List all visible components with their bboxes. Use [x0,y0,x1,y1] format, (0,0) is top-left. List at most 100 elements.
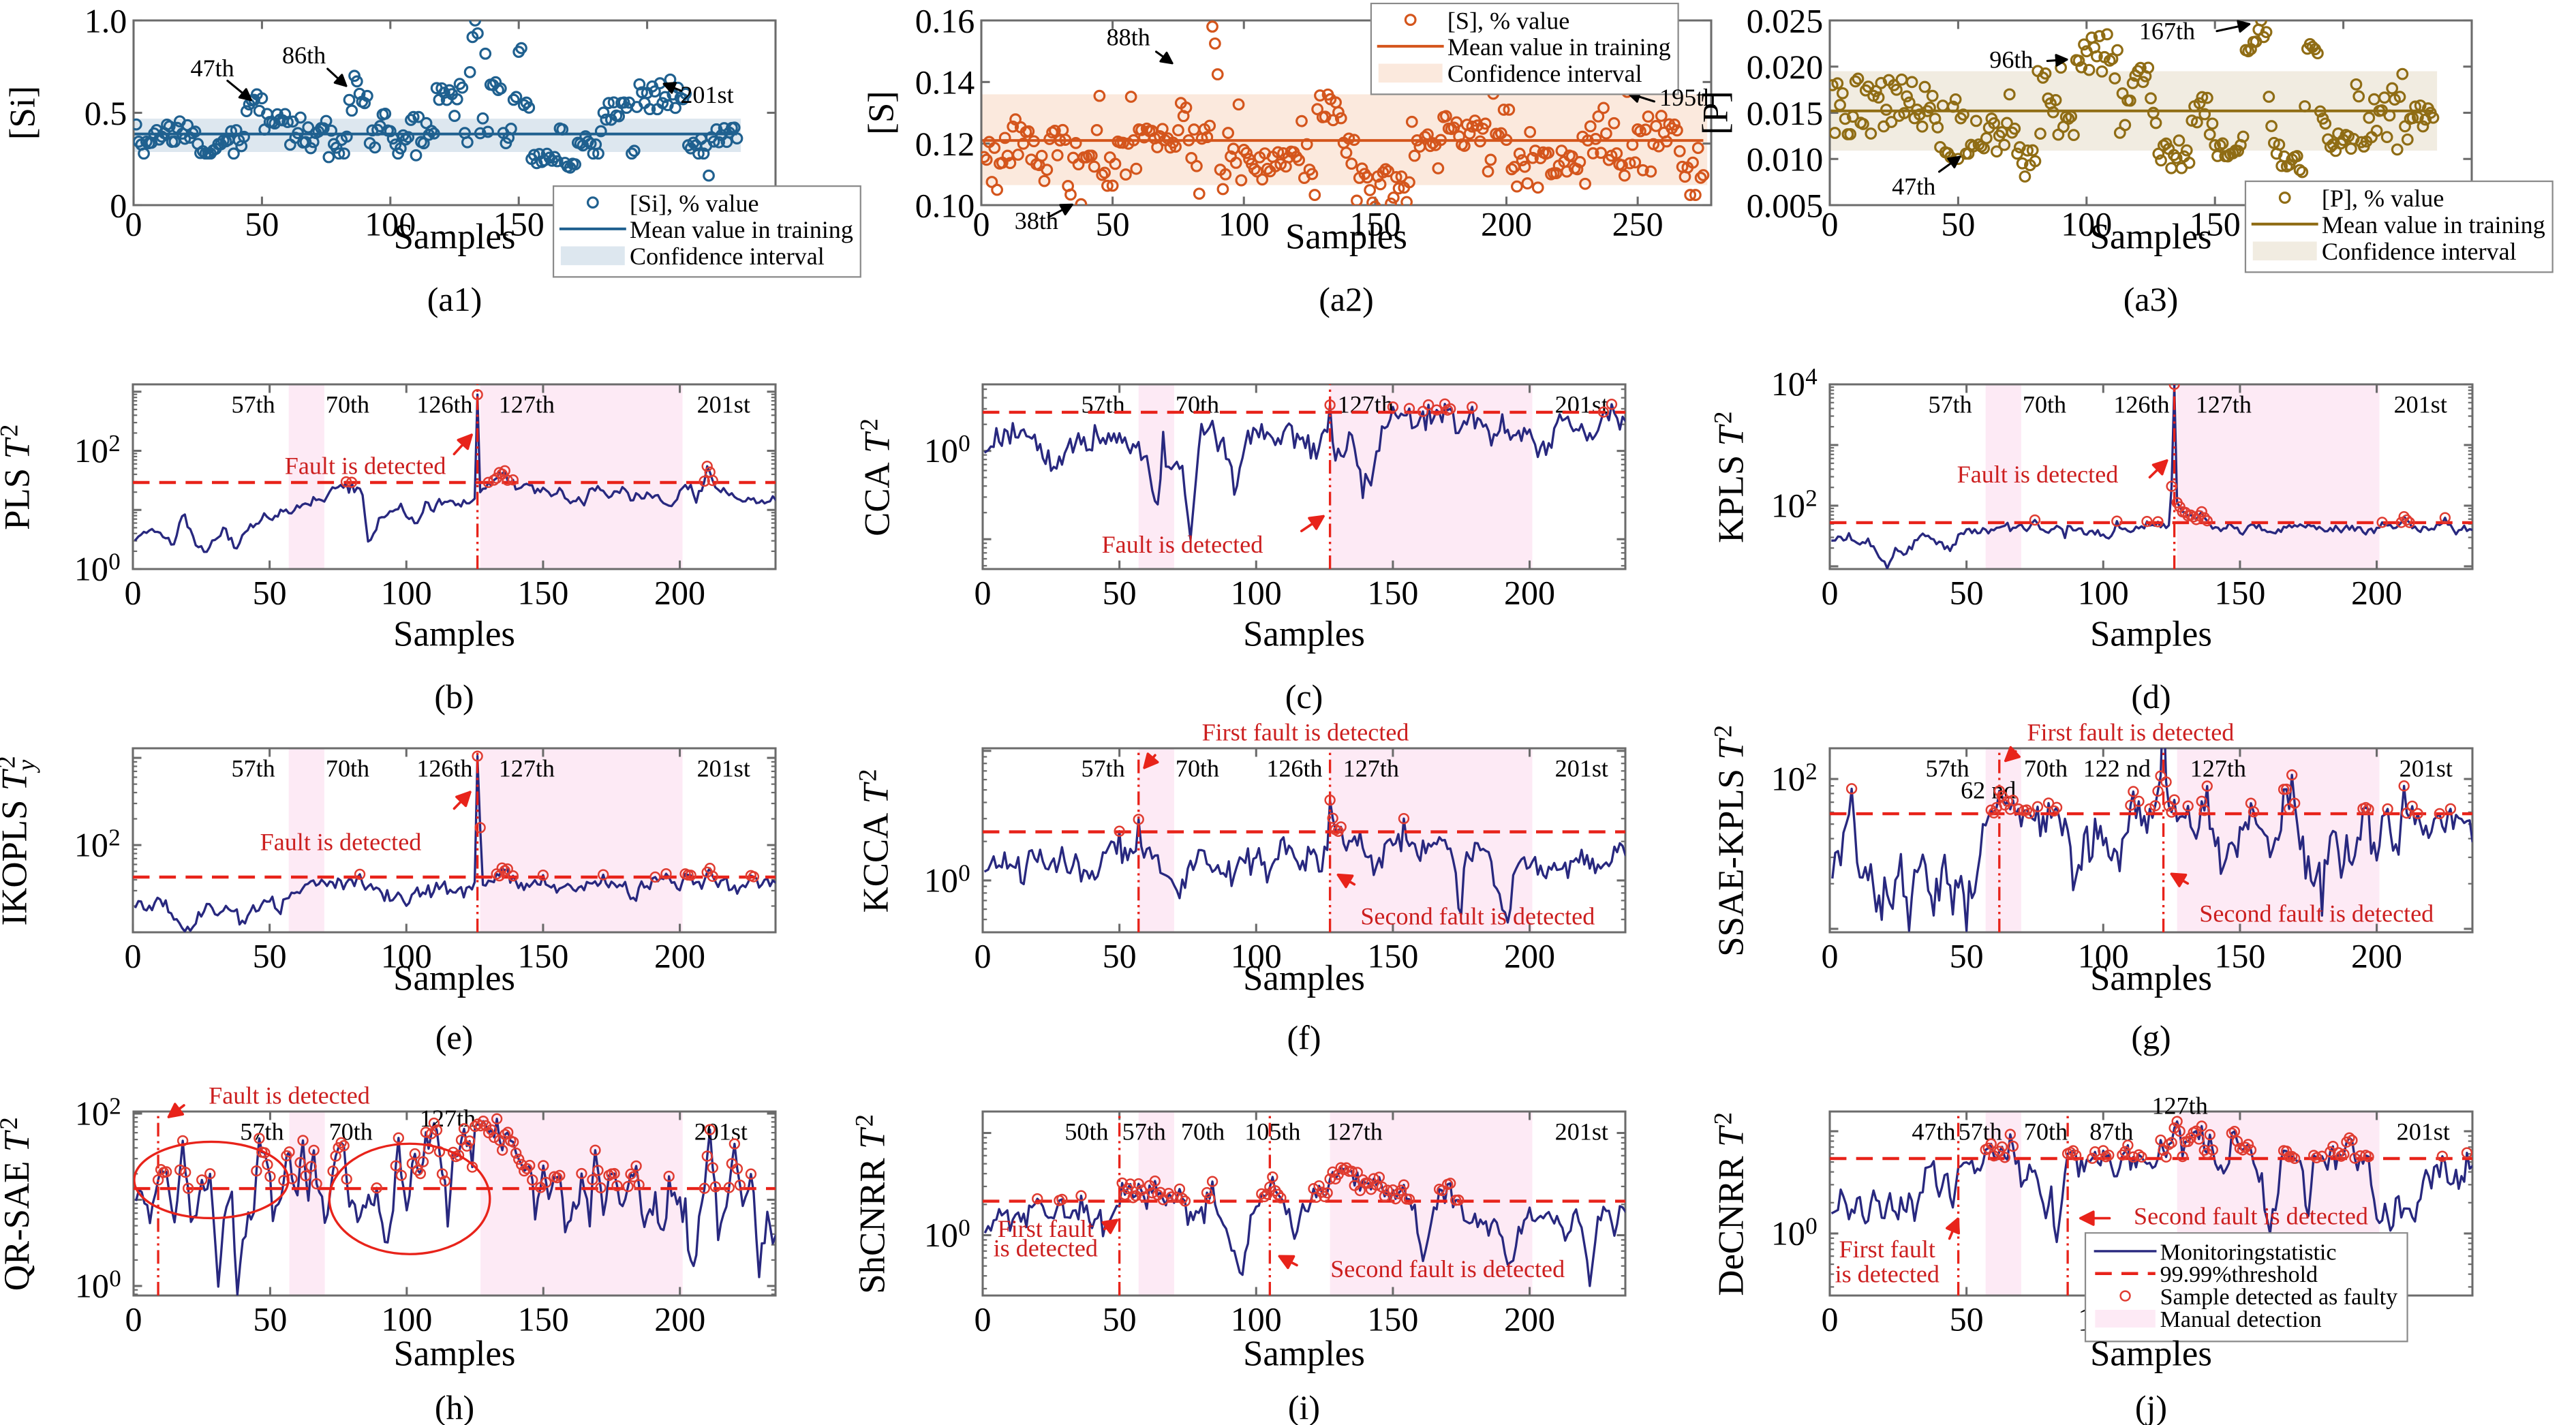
svg-text:195th: 195th [1659,84,1715,111]
svg-text:150: 150 [1367,1300,1418,1338]
svg-text:First fault: First fault [1839,1236,1935,1263]
svg-text:(d): (d) [2131,677,2171,716]
svg-text:200: 200 [654,1300,705,1338]
svg-text:1 0 4: 1 0 4 [1771,363,1818,403]
svg-text:200: 200 [654,573,705,611]
svg-text:150: 150 [2190,204,2241,243]
svg-text:1 0 2: 1 0 2 [1771,485,1818,524]
svg-text:47th: 47th [191,55,234,82]
svg-text:150: 150 [2214,936,2265,975]
svg-text:150: 150 [493,204,545,243]
svg-text:50: 50 [253,936,287,975]
svg-text:70th: 70th [1176,755,1219,782]
svg-text:126th: 126th [1266,755,1322,782]
svg-text:0.12: 0.12 [915,125,975,163]
svg-text:0.020: 0.020 [1747,48,1824,86]
svg-text:100: 100 [1231,573,1282,611]
svg-text:(h): (h) [435,1388,474,1425]
svg-text:127th: 127th [1327,1118,1383,1146]
svg-text:50: 50 [1950,1300,1984,1338]
svg-text:Sample detected as faulty: Sample detected as faulty [2160,1285,2398,1310]
svg-text:201st: 201st [694,1118,748,1146]
svg-text:167th: 167th [2139,18,2195,45]
svg-text:100: 100 [1218,204,1270,243]
svg-text:0: 0 [110,186,127,224]
svg-text:100: 100 [381,936,432,975]
svg-text:99.99%threshold: 99.99%threshold [2160,1262,2318,1287]
svg-text:50: 50 [1103,936,1137,975]
svg-text:Mean value in training: Mean value in training [630,216,853,243]
svg-text:(e): (e) [435,1018,474,1056]
svg-text:50: 50 [245,204,279,243]
svg-text:Fault is detected: Fault is detected [209,1082,370,1109]
svg-text:100: 100 [2078,573,2129,611]
svg-text:127th: 127th [1343,755,1399,782]
svg-text:57th: 57th [1925,755,1969,782]
svg-text:100: 100 [2061,204,2112,243]
svg-text:Samples: Samples [2090,959,2212,998]
svg-text:1 0 0: 1 0 0 [75,1265,121,1304]
svg-text:96th: 96th [1989,46,2033,74]
svg-text:200: 200 [2351,936,2402,975]
svg-text:127th: 127th [499,755,555,782]
svg-text:126th: 126th [416,755,472,782]
svg-text:[Si]: [Si] [3,86,43,140]
svg-text:0: 0 [125,1300,142,1338]
svg-text:Fault is detected: Fault is detected [1957,461,2119,488]
svg-text:57th: 57th [1928,391,1972,418]
svg-text:127th: 127th [499,391,555,418]
svg-text:0: 0 [973,204,990,243]
svg-text:0: 0 [974,1300,991,1338]
svg-text:1 0 0: 1 0 0 [924,859,970,899]
svg-text:(a1): (a1) [427,280,482,318]
svg-text:is detected: is detected [1835,1260,1939,1287]
svg-text:150: 150 [2214,573,2265,611]
svg-text:Samples: Samples [2090,1334,2212,1374]
svg-text:88th: 88th [1107,24,1150,51]
svg-text:0.5: 0.5 [85,94,127,132]
svg-text:(a2): (a2) [1319,280,1374,318]
svg-text:150: 150 [1367,573,1418,611]
svg-text:127th: 127th [1338,391,1394,418]
svg-text:First fault: First fault [998,1215,1094,1242]
svg-text:201st: 201st [697,755,750,782]
svg-text:0.005: 0.005 [1747,186,1824,224]
svg-text:0.16: 0.16 [915,1,975,40]
svg-text:200: 200 [1504,936,1555,975]
svg-text:70th: 70th [2024,755,2068,782]
svg-text:Samples: Samples [1243,1334,1365,1374]
svg-text:100: 100 [1231,936,1282,975]
svg-text:I K O P L: I K O P L S T 2 y [0,752,40,926]
svg-text:0: 0 [1821,204,1838,243]
svg-text:70th: 70th [2024,1118,2068,1146]
svg-text:Samples: Samples [1285,217,1407,257]
svg-text:[P], % value: [P], % value [2322,185,2444,212]
svg-text:100: 100 [381,1300,432,1338]
svg-text:86th: 86th [282,42,326,69]
svg-text:1 0 2: 1 0 2 [1771,758,1818,797]
svg-text:200: 200 [1504,573,1555,611]
svg-text:Samples: Samples [2090,217,2212,257]
svg-text:Samples: Samples [394,217,516,257]
svg-text:(i): (i) [1288,1388,1320,1425]
svg-text:Second fault is detected: Second fault is detected [1360,902,1595,930]
svg-text:Samples: Samples [1243,615,1365,654]
svg-text:(f): (f) [1287,1018,1321,1056]
svg-text:50: 50 [1103,573,1137,611]
svg-text:57th: 57th [231,755,275,782]
svg-text:S h C N R: S h C N R R T 2 [850,1114,892,1294]
svg-text:126th: 126th [2113,391,2169,418]
svg-text:201st: 201st [2399,755,2453,782]
svg-text:126th: 126th [416,391,472,418]
svg-text:200: 200 [1481,204,1532,243]
svg-text:1.0: 1.0 [85,1,127,40]
svg-text:S S A E -: S S A E - K P L S T 2 [1708,725,1751,957]
svg-text:0.025: 0.025 [1747,1,1824,40]
svg-text:0.015: 0.015 [1747,94,1824,132]
svg-text:200: 200 [1504,1300,1555,1338]
svg-text:P L S T: P L S T 2 [0,424,37,530]
svg-text:201st: 201st [1555,755,1608,782]
svg-text:127th: 127th [2196,391,2252,418]
svg-text:57th: 57th [1081,755,1124,782]
svg-text:(c): (c) [1285,677,1323,716]
